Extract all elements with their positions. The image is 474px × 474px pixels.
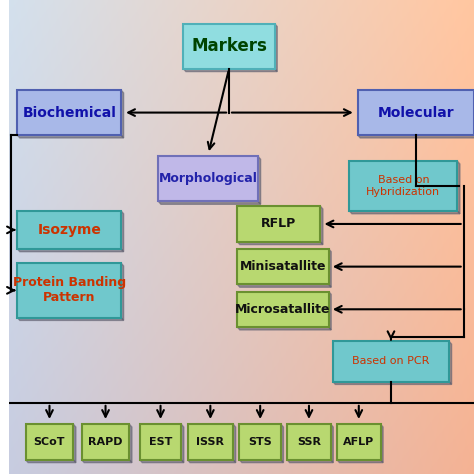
FancyBboxPatch shape [18, 211, 121, 249]
FancyBboxPatch shape [239, 424, 281, 460]
Polygon shape [121, 90, 124, 138]
Polygon shape [121, 263, 124, 320]
Polygon shape [73, 424, 76, 463]
Text: SCoT: SCoT [34, 437, 65, 447]
FancyBboxPatch shape [18, 90, 121, 135]
Polygon shape [331, 424, 333, 463]
Text: Markers: Markers [191, 37, 267, 55]
Text: Microsatallite: Microsatallite [235, 303, 331, 316]
FancyBboxPatch shape [183, 24, 275, 69]
FancyBboxPatch shape [349, 161, 457, 211]
Polygon shape [237, 284, 331, 287]
Text: Biochemical: Biochemical [22, 106, 116, 119]
FancyBboxPatch shape [287, 424, 331, 460]
FancyBboxPatch shape [140, 424, 181, 460]
Polygon shape [457, 161, 460, 214]
Polygon shape [237, 327, 331, 330]
Polygon shape [258, 156, 261, 204]
Polygon shape [18, 249, 124, 252]
Text: Isozyme: Isozyme [37, 223, 101, 237]
FancyBboxPatch shape [158, 156, 258, 201]
Polygon shape [328, 249, 331, 287]
Polygon shape [18, 318, 124, 320]
Polygon shape [358, 135, 474, 138]
Text: ISSR: ISSR [196, 437, 224, 447]
Polygon shape [183, 69, 277, 72]
FancyBboxPatch shape [82, 424, 129, 460]
Polygon shape [26, 460, 76, 463]
Polygon shape [337, 460, 383, 463]
Polygon shape [381, 424, 383, 463]
FancyBboxPatch shape [237, 249, 328, 284]
Text: RAPD: RAPD [88, 437, 123, 447]
Text: RFLP: RFLP [261, 218, 297, 230]
Text: Based on
Hybridization: Based on Hybridization [366, 175, 440, 197]
Polygon shape [129, 424, 132, 463]
Polygon shape [287, 460, 333, 463]
Polygon shape [349, 211, 460, 214]
Polygon shape [281, 424, 283, 463]
FancyBboxPatch shape [337, 424, 381, 460]
FancyBboxPatch shape [237, 206, 320, 242]
FancyBboxPatch shape [333, 341, 449, 382]
Polygon shape [18, 135, 124, 138]
Text: SSR: SSR [297, 437, 321, 447]
Polygon shape [158, 201, 261, 204]
Polygon shape [140, 460, 184, 463]
Polygon shape [121, 211, 124, 252]
Text: STS: STS [248, 437, 272, 447]
Polygon shape [237, 242, 323, 245]
FancyBboxPatch shape [358, 90, 474, 135]
Polygon shape [188, 460, 236, 463]
Polygon shape [320, 206, 323, 245]
Text: Protein Banding
Pattern: Protein Banding Pattern [13, 276, 126, 304]
Text: Molecular: Molecular [378, 106, 454, 119]
Polygon shape [333, 382, 452, 384]
Text: Based on PCR: Based on PCR [352, 356, 429, 366]
Polygon shape [449, 341, 452, 384]
Text: AFLP: AFLP [343, 437, 374, 447]
Polygon shape [82, 460, 132, 463]
FancyBboxPatch shape [237, 292, 328, 327]
Text: EST: EST [149, 437, 172, 447]
Polygon shape [239, 460, 283, 463]
FancyBboxPatch shape [188, 424, 233, 460]
Polygon shape [181, 424, 184, 463]
FancyBboxPatch shape [26, 424, 73, 460]
Polygon shape [275, 24, 277, 72]
FancyBboxPatch shape [18, 263, 121, 318]
Text: Minisatallite: Minisatallite [240, 260, 326, 273]
Text: Morphological: Morphological [159, 173, 258, 185]
Polygon shape [233, 424, 236, 463]
Polygon shape [328, 292, 331, 330]
